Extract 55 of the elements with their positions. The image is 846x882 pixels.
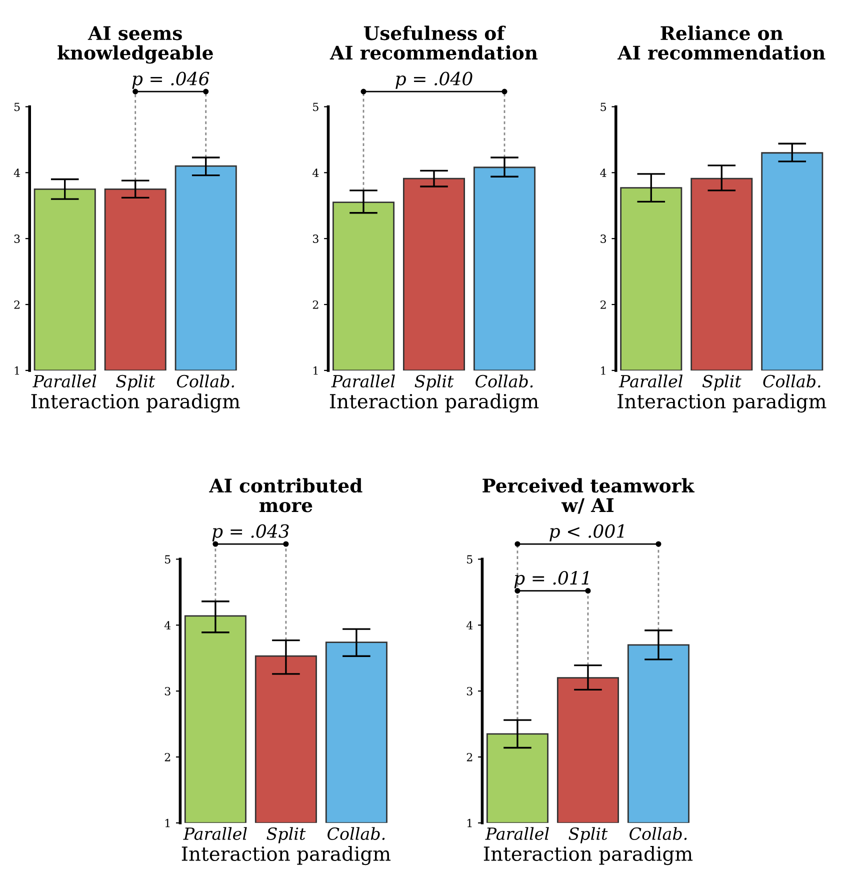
annotation: p = .046 (132, 72, 210, 89)
x-axis-title: Interaction paradigm (182, 846, 391, 866)
x-tick-label: Parallel (331, 374, 395, 388)
y-tick-label: 3 (14, 234, 20, 243)
x-axis-title: Interaction paradigm (618, 394, 826, 413)
y-tick-label: 5 (467, 555, 472, 564)
y-tick-label: 4 (164, 621, 171, 630)
x-axis-title: Interaction paradigm (31, 394, 240, 413)
x-tick-label: Parallel (183, 827, 247, 840)
y-tick-label: 2 (312, 300, 318, 309)
x-tick-label: Collab. (763, 374, 820, 388)
y-tick-label: 5 (600, 102, 606, 112)
chart-title: Usefulness of AI recommendation (330, 26, 538, 60)
y-tick-label: 1 (14, 366, 20, 375)
chart-title: Reliance on AI recommendation (617, 26, 826, 60)
chart-title: AI contributed more (209, 478, 362, 512)
x-tick-label: Split (414, 374, 454, 391)
x-tick-label: Parallel (32, 374, 96, 388)
x-tick-label: Parallel (618, 374, 683, 388)
x-tick-label: Split (568, 827, 608, 844)
y-tick-label: 3 (313, 234, 318, 243)
x-tick-label: Collab. (328, 827, 385, 840)
chart-title: AI seems knowledgeable (58, 26, 213, 64)
y-tick-label: 2 (600, 300, 606, 309)
annotation: p = .043 (212, 524, 289, 542)
x-tick-label: Collab. (476, 374, 533, 388)
x-tick-label: Split (702, 374, 742, 391)
y-tick-label: 1 (601, 366, 606, 375)
y-tick-label: 4 (14, 168, 20, 177)
y-tick-label: 4 (312, 168, 319, 177)
y-tick-label: 1 (165, 818, 170, 828)
y-tick-label: 5 (313, 102, 318, 112)
text: p < .001 (550, 524, 624, 542)
x-tick-label: Split (266, 827, 306, 844)
y-tick-label: 4 (600, 168, 606, 177)
x-tick-label: Collab. (630, 827, 687, 840)
y-tick-label: 3 (164, 687, 170, 696)
y-tick-label: 3 (600, 234, 606, 243)
y-tick-label: 1 (314, 366, 318, 375)
y-tick-label: 2 (164, 752, 170, 762)
chart-title: Perceived teamwork w/ AI (482, 478, 695, 514)
y-tick-label: 1 (467, 818, 472, 828)
x-tick-label: Parallel (485, 827, 549, 840)
y-tick-label: 4 (466, 621, 473, 630)
y-tick-label: 3 (466, 687, 472, 696)
x-tick-label: Split (116, 374, 156, 391)
y-tick-label: 5 (14, 102, 20, 112)
x-axis-title: Interaction paradigm (330, 394, 539, 413)
y-tick-label: 2 (14, 300, 20, 309)
annotation: p = .011 (514, 571, 588, 588)
y-tick-label: 5 (165, 555, 170, 564)
text: p = .040 (396, 72, 472, 89)
x-axis-title: Interaction paradigm (484, 846, 693, 866)
x-tick-label: Collab. (176, 374, 234, 388)
y-tick-label: 2 (466, 752, 472, 762)
